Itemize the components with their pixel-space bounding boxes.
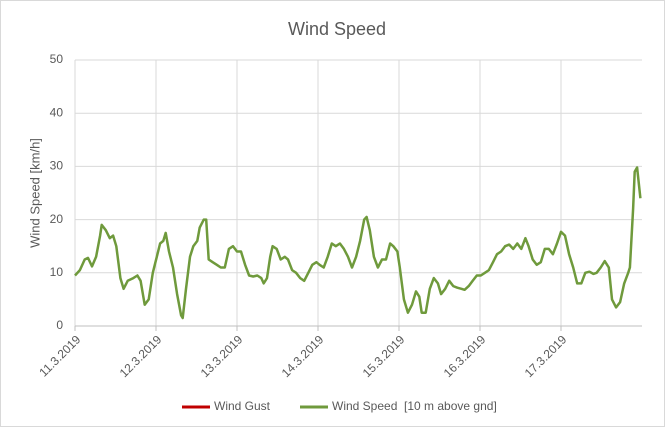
y-tick-label: 10 <box>50 265 64 279</box>
y-tick-label: 30 <box>50 159 64 173</box>
y-tick-label: 50 <box>50 52 64 66</box>
chart-title: Wind Speed <box>288 19 386 39</box>
y-tick-label: 0 <box>56 318 63 332</box>
y-axis-label: Wind Speed [km/h] <box>27 138 42 248</box>
series-line <box>74 166 642 320</box>
legend-label: Wind Gust <box>214 399 271 413</box>
y-tick-label: 20 <box>50 212 64 226</box>
y-tick-label: 40 <box>50 105 64 119</box>
legend-label: Wind Speed [10 m above gnd] <box>332 399 497 413</box>
